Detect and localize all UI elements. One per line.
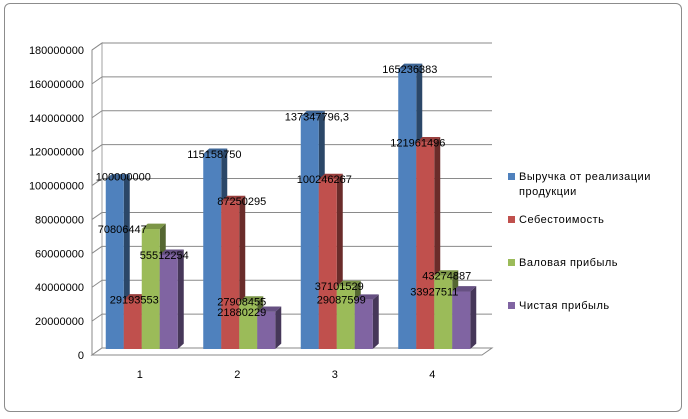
back-wall: [102, 43, 492, 348]
side-wall: [91, 42, 103, 356]
data-label: 37101529: [315, 281, 364, 293]
gridline-depth: [91, 212, 103, 220]
data-label: 165236383: [382, 64, 437, 76]
bar: [141, 229, 160, 349]
bar-top: [300, 110, 325, 117]
legend-label: Выручка от реализации: [519, 171, 651, 183]
x-tick-label: 2: [234, 369, 240, 381]
bar: [416, 142, 435, 349]
data-label: 115158750: [187, 149, 241, 161]
bar-top: [336, 280, 361, 287]
data-label: 70806447: [98, 224, 147, 236]
y-tick-label: 40000000: [35, 282, 84, 294]
y-tick-label: 80000000: [35, 214, 84, 226]
bar: [159, 254, 178, 349]
bar: [354, 299, 373, 349]
gridline-depth: [91, 76, 103, 85]
y-tick-label: 160000000: [29, 79, 84, 91]
data-label: 21880229: [217, 307, 266, 319]
bar: [203, 153, 222, 349]
legend-label: продукции: [519, 186, 577, 198]
bar: [336, 286, 355, 349]
bar-top: [318, 173, 343, 180]
bar-top: [398, 63, 423, 70]
bar: [105, 179, 124, 349]
bar-side: [177, 249, 184, 349]
bar: [123, 299, 142, 349]
y-tick-label: 60000000: [35, 248, 84, 260]
data-label: 121961496: [390, 137, 445, 149]
legend-swatch: [508, 173, 515, 180]
data-label: 100246267: [297, 174, 352, 186]
bar: [221, 201, 240, 349]
data-label: 87250295: [217, 196, 266, 208]
bar-top: [203, 148, 228, 154]
bar-top: [141, 223, 166, 230]
gridline-depth: [91, 245, 103, 254]
bar-top: [159, 249, 184, 255]
bar-top: [434, 270, 459, 276]
data-label: 29193553: [110, 295, 159, 307]
gridline-depth: [91, 110, 103, 119]
y-tick-label: 0: [78, 350, 84, 362]
legend-swatch: [508, 302, 515, 309]
x-tick-label: 4: [429, 369, 435, 381]
data-label: 33927511: [410, 287, 458, 299]
gridline-depth: [91, 144, 103, 153]
y-tick-label: 100000000: [29, 181, 84, 193]
bar-side: [470, 286, 477, 349]
x-tick-label: 3: [332, 369, 338, 381]
legend-label: Валовая прибыль: [519, 257, 618, 269]
bar-top: [105, 174, 130, 180]
gridline-depth: [91, 42, 103, 51]
legend-label: Чистая прибыль: [519, 300, 610, 312]
bar: [452, 291, 471, 349]
bar-top: [221, 195, 246, 202]
floor: [90, 347, 494, 356]
bar-top: [452, 286, 477, 292]
bar-top: [239, 296, 264, 302]
data-label: 55512254: [140, 250, 189, 262]
bar: [318, 179, 337, 349]
bar: [434, 275, 453, 349]
legend-swatch: [508, 259, 515, 266]
bar: [300, 116, 319, 349]
legend-label: Себестоимость: [519, 214, 604, 226]
data-label: 137347796,3: [285, 111, 349, 123]
y-tick-label: 20000000: [35, 316, 84, 328]
bar-top: [257, 306, 282, 312]
bar: [239, 301, 258, 349]
x-tick-label: 1: [137, 369, 143, 381]
data-label: 100000000: [96, 172, 151, 184]
y-tick-label: 140000000: [29, 113, 84, 125]
y-tick-label: 180000000: [29, 45, 84, 57]
bar-top: [416, 136, 441, 143]
bar-side: [372, 294, 379, 349]
gridline-depth: [91, 313, 103, 322]
data-label: 27908455: [217, 297, 266, 309]
bar: [398, 69, 417, 350]
y-tick-label: 120000000: [29, 147, 84, 159]
gridline-depth: [91, 178, 103, 186]
bar-top: [354, 294, 379, 300]
legend-swatch: [508, 216, 515, 223]
bar-side: [275, 306, 282, 349]
bar: [257, 311, 276, 349]
data-label: 43274887: [422, 271, 471, 283]
data-label: 29087599: [317, 295, 366, 307]
gridline-depth: [91, 279, 103, 288]
